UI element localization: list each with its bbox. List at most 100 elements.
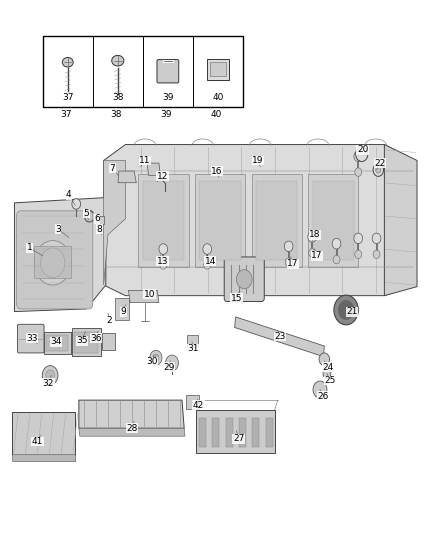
- Polygon shape: [14, 198, 106, 312]
- Circle shape: [373, 250, 380, 259]
- Circle shape: [354, 151, 363, 161]
- Text: 40: 40: [210, 110, 222, 119]
- Text: 12: 12: [157, 172, 168, 181]
- Text: 28: 28: [126, 424, 138, 433]
- Text: 33: 33: [26, 334, 38, 343]
- Bar: [252, 418, 259, 447]
- FancyBboxPatch shape: [157, 60, 179, 83]
- Text: 19: 19: [252, 156, 264, 165]
- Circle shape: [35, 240, 71, 285]
- Text: 21: 21: [346, 307, 357, 316]
- Circle shape: [46, 370, 54, 381]
- Text: 24: 24: [322, 363, 333, 372]
- Text: 27: 27: [233, 434, 244, 443]
- Ellipse shape: [112, 55, 124, 66]
- Bar: [199, 181, 241, 260]
- Text: 34: 34: [50, 337, 61, 346]
- Text: 26: 26: [318, 392, 329, 401]
- Bar: [116, 298, 129, 319]
- Bar: [138, 174, 188, 266]
- Bar: [187, 335, 198, 347]
- Text: 15: 15: [231, 294, 242, 303]
- Polygon shape: [128, 290, 159, 303]
- Text: 37: 37: [62, 93, 74, 102]
- Text: 38: 38: [112, 93, 124, 102]
- Text: 17: 17: [287, 260, 299, 268]
- Text: 36: 36: [91, 334, 102, 343]
- Polygon shape: [147, 163, 160, 175]
- Text: 8: 8: [96, 225, 102, 234]
- Circle shape: [355, 168, 362, 176]
- Circle shape: [203, 244, 212, 254]
- Text: 5: 5: [83, 209, 89, 218]
- Circle shape: [338, 301, 354, 319]
- Text: 3: 3: [55, 225, 61, 234]
- Text: 22: 22: [374, 159, 385, 167]
- Circle shape: [323, 369, 331, 378]
- Circle shape: [284, 241, 293, 252]
- Text: 16: 16: [211, 166, 223, 175]
- Text: 29: 29: [163, 363, 175, 372]
- Text: 2: 2: [106, 316, 112, 325]
- Ellipse shape: [62, 58, 73, 67]
- Polygon shape: [79, 400, 184, 428]
- Circle shape: [373, 164, 384, 176]
- Circle shape: [166, 355, 179, 371]
- Bar: [239, 418, 246, 447]
- Polygon shape: [12, 413, 75, 455]
- Circle shape: [333, 255, 340, 264]
- Bar: [96, 216, 104, 224]
- Text: 1: 1: [27, 244, 32, 253]
- Polygon shape: [118, 171, 136, 183]
- Circle shape: [41, 248, 65, 278]
- Polygon shape: [104, 144, 415, 296]
- Text: 18: 18: [309, 230, 321, 239]
- Circle shape: [72, 199, 81, 209]
- Text: 37: 37: [60, 110, 71, 119]
- Circle shape: [334, 295, 358, 325]
- Circle shape: [376, 167, 381, 173]
- Bar: [43, 36, 243, 108]
- Polygon shape: [385, 144, 417, 296]
- Bar: [199, 418, 206, 447]
- Text: 40: 40: [212, 93, 224, 102]
- Text: 10: 10: [144, 289, 155, 298]
- Text: 7: 7: [110, 164, 115, 173]
- Bar: [308, 174, 358, 266]
- Polygon shape: [12, 455, 76, 462]
- Text: 14: 14: [205, 257, 216, 265]
- Circle shape: [308, 231, 317, 242]
- Text: 41: 41: [32, 437, 43, 446]
- Bar: [226, 418, 233, 447]
- Circle shape: [285, 258, 292, 266]
- Polygon shape: [79, 428, 185, 436]
- Bar: [186, 395, 199, 409]
- Text: 25: 25: [324, 376, 336, 385]
- Bar: [143, 181, 184, 260]
- Circle shape: [355, 250, 362, 259]
- Circle shape: [150, 350, 162, 365]
- Text: 11: 11: [139, 156, 151, 165]
- Circle shape: [42, 366, 58, 385]
- Text: 20: 20: [357, 146, 368, 155]
- Circle shape: [159, 244, 168, 254]
- Circle shape: [332, 238, 341, 249]
- Bar: [72, 328, 102, 356]
- Text: 38: 38: [110, 110, 122, 119]
- Circle shape: [237, 270, 252, 289]
- Circle shape: [204, 261, 211, 269]
- Bar: [212, 418, 219, 447]
- FancyBboxPatch shape: [224, 257, 264, 302]
- Text: 23: 23: [274, 332, 286, 341]
- Circle shape: [313, 381, 327, 398]
- FancyBboxPatch shape: [17, 211, 93, 309]
- Text: 39: 39: [160, 110, 172, 119]
- Bar: [207, 59, 229, 80]
- Circle shape: [354, 233, 363, 244]
- Circle shape: [372, 233, 381, 244]
- Bar: [256, 181, 297, 260]
- Circle shape: [319, 353, 329, 366]
- Polygon shape: [104, 160, 125, 285]
- Text: 32: 32: [43, 378, 54, 387]
- Text: 4: 4: [66, 190, 72, 199]
